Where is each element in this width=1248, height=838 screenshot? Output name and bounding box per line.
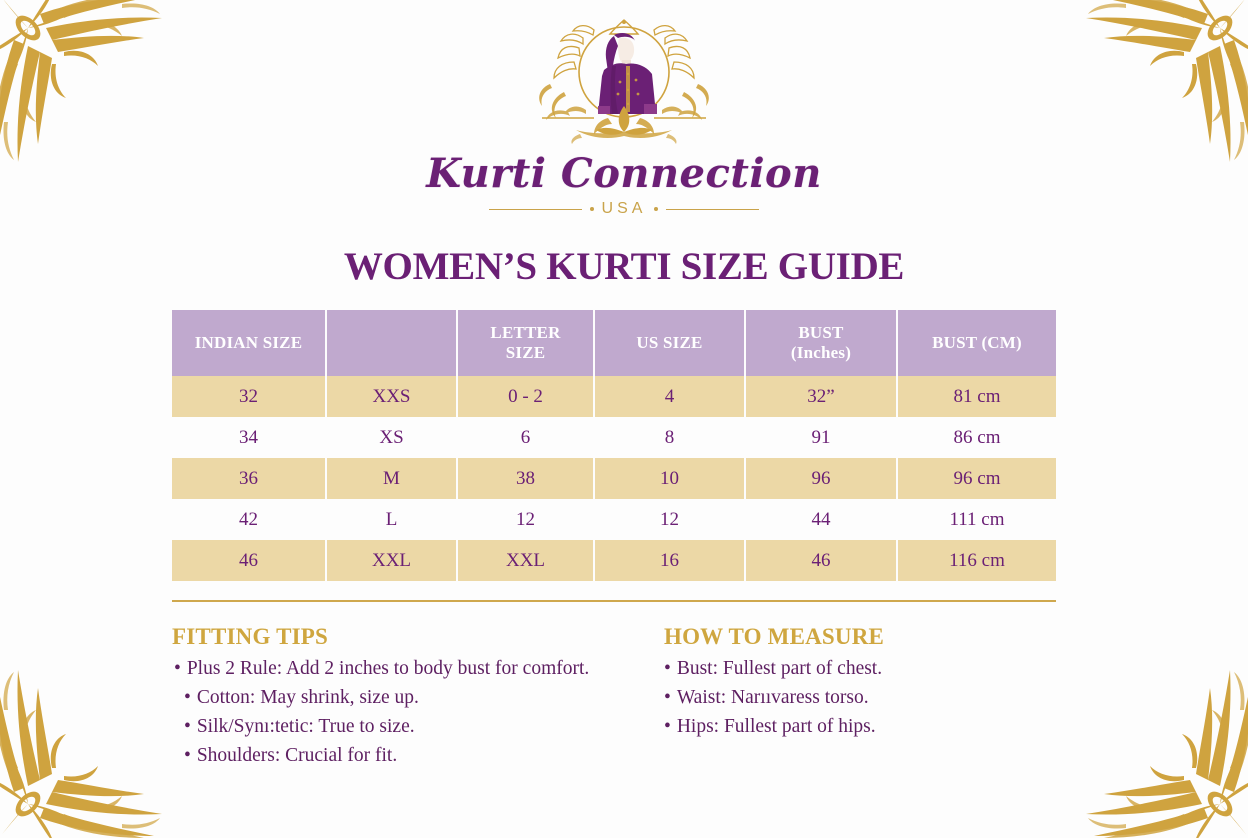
how-to-measure-column: HOW TO MEASURE • Bust: Fullest part of ch…: [664, 624, 1062, 770]
cell-letter-size: XXL: [457, 540, 595, 581]
cell-bust-inches: 91: [745, 417, 898, 458]
cell-letter-size: 0 - 2: [457, 376, 595, 417]
cell-size-code: XS: [326, 417, 458, 458]
list-item: • Plus 2 Rule: Add 2 inches to body bust …: [174, 655, 664, 684]
cell-bust-inches: 32”: [745, 376, 898, 417]
cell-us-size: 4: [594, 376, 746, 417]
cell-us-size: 12: [594, 499, 746, 540]
cell-size-code: L: [326, 499, 458, 540]
list-item-text: Shoulders: Crucial for fit.: [196, 744, 398, 766]
list-item-text: Plus 2 Rule: Add 2 inches to body bust f…: [186, 658, 590, 679]
cell-letter-size: 12: [457, 499, 595, 540]
list-item: • Bust: Fullest part of chest.: [664, 655, 1062, 684]
cell-bust-cm: 86 cm: [897, 417, 1056, 458]
page-title: WOMEN’S KURTI SIZE GUIDE: [343, 245, 905, 288]
list-item-text: Silk/Synı:tetic: True to size.: [196, 715, 415, 737]
floral-mandala-corner-icon: [0, 670, 162, 838]
cell-bust-cm: 111 cm: [897, 499, 1056, 540]
list-item-text: Hips: Fullest part of hips.: [676, 715, 876, 737]
brand-subtitle-row: USA: [489, 200, 759, 218]
cell-indian-size: 36: [172, 458, 327, 499]
cell-bust-inches: 96: [745, 458, 898, 499]
size-guide-table: INDIAN SIZE LETTER SIZE US SIZE BUST (In…: [172, 310, 1056, 581]
table-header-row: INDIAN SIZE LETTER SIZE US SIZE BUST (In…: [172, 310, 1056, 376]
cell-indian-size: 46: [172, 540, 327, 581]
column-header-bust-inches: BUST (Inches): [745, 310, 898, 376]
list-item-text: Cotton: May shrink, size up.: [196, 686, 419, 708]
column-header-letter-size: LETTER SIZE: [457, 310, 595, 376]
cell-indian-size: 34: [172, 417, 327, 458]
fitting-tips-heading: FITTING TIPS: [172, 624, 328, 649]
list-item: • Shoulders: Crucial for fit.: [184, 742, 664, 771]
cell-indian-size: 42: [172, 499, 327, 540]
table-row: 42 L 12 12 44 111 cm: [172, 499, 1056, 540]
bullet-icon: •: [664, 658, 671, 679]
cell-bust-inches: 46: [745, 540, 898, 581]
table-row: 32 XXS 0 - 2 4 32” 81 cm: [172, 376, 1056, 417]
brand-subtitle: USA: [601, 200, 647, 217]
bullet-icon: •: [664, 686, 671, 708]
bullet-icon: •: [184, 744, 191, 766]
cell-letter-size: 6: [457, 417, 595, 458]
cell-bust-inches: 44: [745, 499, 898, 540]
column-header-blank: [326, 310, 458, 376]
list-item-text: Bust: Fullest part of chest.: [676, 658, 883, 679]
bullet-icon: •: [184, 715, 191, 737]
how-to-measure-heading: HOW TO MEASURE: [664, 624, 885, 649]
brand-logo: Kurti Connection USA: [0, 14, 1248, 218]
cell-us-size: 16: [594, 540, 746, 581]
brand-name: Kurti Connection: [426, 150, 822, 197]
list-item: • Waist: Narııvaress torso.: [664, 684, 1062, 713]
fitting-tips-column: FITTING TIPS • Plus 2 Rule: Add 2 inches …: [172, 624, 664, 770]
list-item: • Hips: Fullest part of hips.: [664, 713, 1062, 742]
corner-ornament-bottom-left: [0, 638, 194, 838]
table-row: 34 XS 6 8 91 86 cm: [172, 417, 1056, 458]
cell-us-size: 10: [594, 458, 746, 499]
cell-us-size: 8: [594, 417, 746, 458]
cell-indian-size: 32: [172, 376, 327, 417]
cell-size-code: XXS: [326, 376, 458, 417]
column-header-indian-size: INDIAN SIZE: [172, 310, 327, 376]
cell-bust-cm: 81 cm: [897, 376, 1056, 417]
gold-divider: [172, 600, 1056, 602]
column-header-bust-cm: BUST (CM): [897, 310, 1056, 376]
cell-size-code: XXL: [326, 540, 458, 581]
bullet-icon: •: [174, 658, 181, 679]
bullet-icon: •: [184, 686, 191, 708]
divider-left: [489, 208, 582, 210]
table-row: 46 XXL XXL 16 46 116 cm: [172, 540, 1056, 581]
list-item: • Cotton: May shrink, size up.: [184, 684, 664, 713]
cell-bust-cm: 116 cm: [897, 540, 1056, 581]
table-row: 36 M 38 10 96 96 cm: [172, 458, 1056, 499]
column-header-us-size: US SIZE: [594, 310, 746, 376]
cell-size-code: M: [326, 458, 458, 499]
notes-section: FITTING TIPS • Plus 2 Rule: Add 2 inches …: [172, 624, 1062, 770]
cell-bust-cm: 96 cm: [897, 458, 1056, 499]
bullet-icon: •: [664, 715, 671, 737]
cell-letter-size: 38: [457, 458, 595, 499]
divider-right: [666, 208, 759, 210]
floral-mandala-corner-icon: [1086, 670, 1248, 838]
corner-ornament-bottom-right: [1054, 638, 1248, 838]
how-to-measure-list: • Bust: Fullest part of chest. • Waist: Na…: [664, 655, 1062, 742]
woman-in-kurti-emblem-icon: [534, 14, 714, 152]
fitting-tips-list: • Plus 2 Rule: Add 2 inches to body bust …: [172, 655, 664, 770]
list-item: • Silk/Synı:tetic: True to size.: [184, 713, 664, 742]
diamond-dot-icon: [654, 207, 659, 211]
list-item-text: Waist: Narııvaress torso.: [676, 686, 869, 708]
diamond-dot-icon: [589, 207, 594, 211]
